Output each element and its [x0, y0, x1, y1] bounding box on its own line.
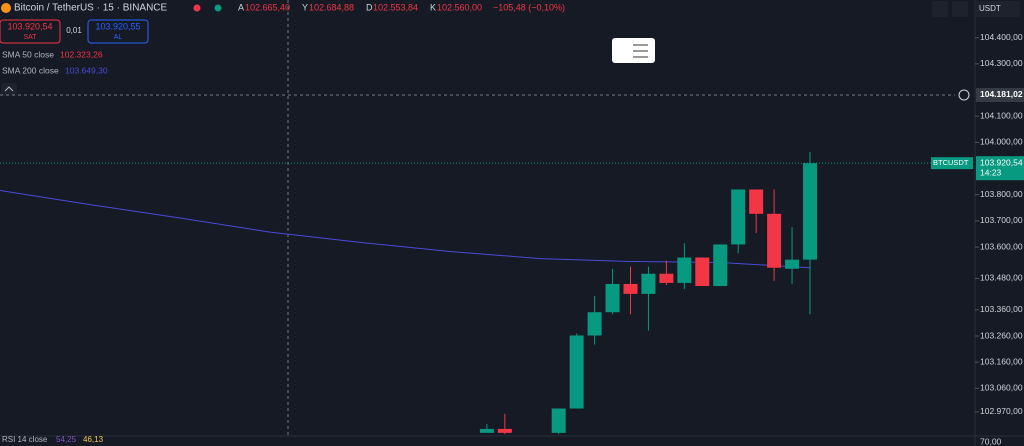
rsi-name: RSI 14 close — [2, 435, 48, 444]
add-alert-icon — [958, 89, 970, 101]
collapse-icon — [4, 86, 14, 92]
price-tag: 103.920,54 — [980, 157, 1023, 167]
candle-body — [677, 257, 692, 283]
candle-body — [767, 213, 782, 268]
crosshair-label: 104.181,02 — [980, 89, 1023, 99]
symbol-icon — [1, 3, 11, 13]
countdown: 14:23 — [980, 167, 1002, 177]
plot: 104.400,00 104.300,00 104.100,00 104.000,00… — [0, 32, 1024, 435]
rsi-level: 70,00 — [980, 436, 1002, 446]
candle-body — [659, 273, 674, 283]
y-tick-label: 104.300,00 — [980, 58, 1023, 68]
buy-button[interactable] — [87, 19, 149, 44]
ohlc-key: A — [238, 2, 244, 12]
y-tick-label: 103.160,00 — [980, 356, 1023, 366]
y-tick-label: 103.600,00 — [980, 241, 1023, 251]
sma200-line — [0, 190, 811, 269]
crosshair-label-bg — [976, 87, 1024, 102]
ohlc-key: D — [366, 2, 373, 12]
y-tick-label: 102.970,00 — [980, 406, 1023, 416]
sell-label[interactable]: SAT — [23, 34, 37, 41]
y-tick-label: 104.000,00 — [980, 137, 1023, 147]
y-tick-label: 103.260,00 — [980, 330, 1023, 340]
buy-price[interactable]: 103.920,55 — [95, 21, 140, 31]
toolbar-icon — [633, 44, 648, 58]
symbol-tag: BTCUSDT — [933, 158, 969, 167]
quantity[interactable]: 0,01 — [66, 26, 82, 35]
y-tick-label: 103.700,00 — [980, 215, 1023, 225]
ohlc-legend: A 102.665,40 Y 102.684,88 D 102.553,84 K 102.56… — [238, 2, 482, 12]
candle-body — [623, 283, 638, 294]
ohlc-key: K — [430, 2, 436, 12]
scroll-button[interactable] — [932, 1, 948, 17]
candle-body — [749, 189, 764, 214]
symbol-title: Bitcoin / TetherUS · 15 · BINANCE — [14, 3, 168, 14]
y-tick-label: 103.800,00 — [980, 189, 1023, 199]
y-tick-label: 104.400,00 — [980, 32, 1023, 42]
indicator-name: SMA 200 close — [2, 65, 59, 75]
change: −105,48 (−0,10%) — [493, 2, 565, 12]
ohlc-value: 102.684,88 — [309, 2, 354, 12]
ohlc-value: 102.553,84 — [373, 2, 418, 12]
candle-body — [497, 428, 512, 433]
symbol-tag-bg — [931, 157, 973, 170]
y-tick-label: 104.100,00 — [980, 110, 1023, 120]
candle-body — [695, 257, 710, 287]
ohlc-value: 102.665,40 — [245, 2, 290, 12]
currency-select[interactable] — [975, 1, 1020, 17]
indicator-name: SMA 50 close — [2, 49, 54, 59]
reset-button[interactable] — [952, 1, 968, 17]
rsi-value: 54,25 — [56, 435, 77, 444]
indicator-value: 103.649,30 — [65, 65, 108, 75]
candle-body — [569, 335, 584, 409]
indicator-value: 102.323,26 — [60, 49, 103, 59]
candle-body — [713, 244, 728, 287]
y-tick-label: 103.480,00 — [980, 273, 1023, 283]
y-tick-label: 103.060,00 — [980, 383, 1023, 393]
y-tick-label: 103.360,00 — [980, 304, 1023, 314]
candle-body — [587, 312, 602, 336]
status-dot — [193, 4, 201, 12]
candle-body — [605, 283, 620, 313]
candle-body — [803, 163, 817, 260]
candle-body — [479, 428, 494, 433]
currency[interactable]: USDT — [979, 4, 1001, 13]
buy-label[interactable]: AL — [114, 34, 123, 41]
sell-button[interactable] — [0, 19, 61, 44]
candle-body — [551, 408, 566, 433]
rsi-value: 46,13 — [83, 435, 104, 444]
candle-body — [785, 259, 800, 269]
candle-body — [731, 189, 746, 245]
collapse-button[interactable] — [1, 83, 17, 96]
candle-body — [641, 273, 656, 294]
ohlc-key: Y — [302, 2, 308, 12]
sell-price[interactable]: 103.920,54 — [7, 21, 52, 31]
price-tag-bg — [976, 156, 1024, 181]
ohlc-value: 102.560,00 — [437, 2, 482, 12]
status-dot — [214, 4, 222, 12]
